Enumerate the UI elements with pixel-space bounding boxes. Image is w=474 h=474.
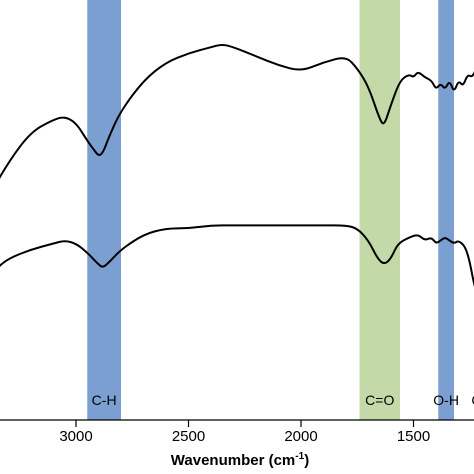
band-label-2: O-H: [433, 392, 459, 408]
x-tick-label-2: 2000: [284, 428, 317, 445]
spectrum-curve-1: [0, 224, 474, 288]
band-label-1: C=O: [365, 392, 394, 408]
x-axis-label-close: ): [304, 452, 309, 469]
spectrum-curve-0: [0, 43, 474, 179]
band-label-0: C-H: [92, 392, 117, 408]
x-axis-label-sup: -1: [295, 451, 304, 462]
x-tick-label-3: 1500: [397, 428, 430, 445]
x-axis-label: Wavenumber (cm-1): [171, 451, 309, 469]
band-label-3: C-: [471, 392, 474, 408]
curve-layer: [0, 43, 474, 288]
x-axis-label-text: Wavenumber (cm: [171, 452, 295, 469]
x-tick-label-0: 3000: [59, 428, 92, 445]
tick-layer: 3000 2500 2000 1500: [59, 420, 430, 445]
absorption-band-1: [359, 0, 400, 420]
band-label-layer: C-H C=O O-H C-: [92, 392, 474, 408]
absorption-band-0: [87, 0, 121, 420]
band-layer: [87, 0, 454, 420]
x-tick-label-1: 2500: [172, 428, 205, 445]
absorption-band-2: [438, 0, 454, 420]
